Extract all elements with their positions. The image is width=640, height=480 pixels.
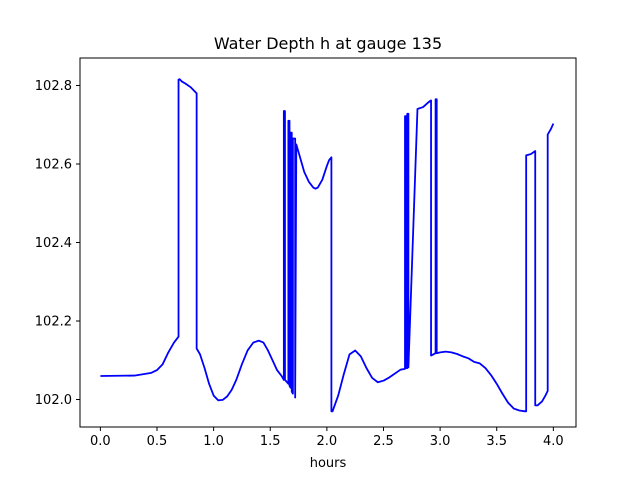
y-tick-label: 102.2 bbox=[35, 315, 72, 330]
x-tick-label: 4.0 bbox=[543, 434, 564, 449]
y-tick-label: 102.6 bbox=[35, 157, 72, 172]
y-tick-label: 102.0 bbox=[35, 393, 72, 408]
x-tick-label: 1.5 bbox=[260, 434, 281, 449]
x-axis-ticks: 0.0 0.5 1.0 1.5 2.0 2.5 3.0 3.5 4.0 bbox=[90, 427, 564, 449]
y-axis-ticks: 102.0 102.2 102.4 102.6 102.8 bbox=[35, 79, 80, 408]
x-tick-label: 2.0 bbox=[317, 434, 338, 449]
y-tick-label: 102.8 bbox=[35, 79, 72, 94]
x-axis-label: hours bbox=[310, 456, 347, 471]
x-tick-label: 3.0 bbox=[430, 434, 451, 449]
y-tick-label: 102.4 bbox=[35, 236, 72, 251]
x-tick-label: 2.5 bbox=[373, 434, 394, 449]
x-tick-label: 0.5 bbox=[147, 434, 168, 449]
x-tick-label: 3.5 bbox=[486, 434, 507, 449]
x-tick-label: 1.0 bbox=[203, 434, 224, 449]
series-line bbox=[100, 78, 555, 413]
chart-title: Water Depth h at gauge 135 bbox=[214, 34, 442, 53]
x-tick-label: 0.0 bbox=[90, 434, 111, 449]
